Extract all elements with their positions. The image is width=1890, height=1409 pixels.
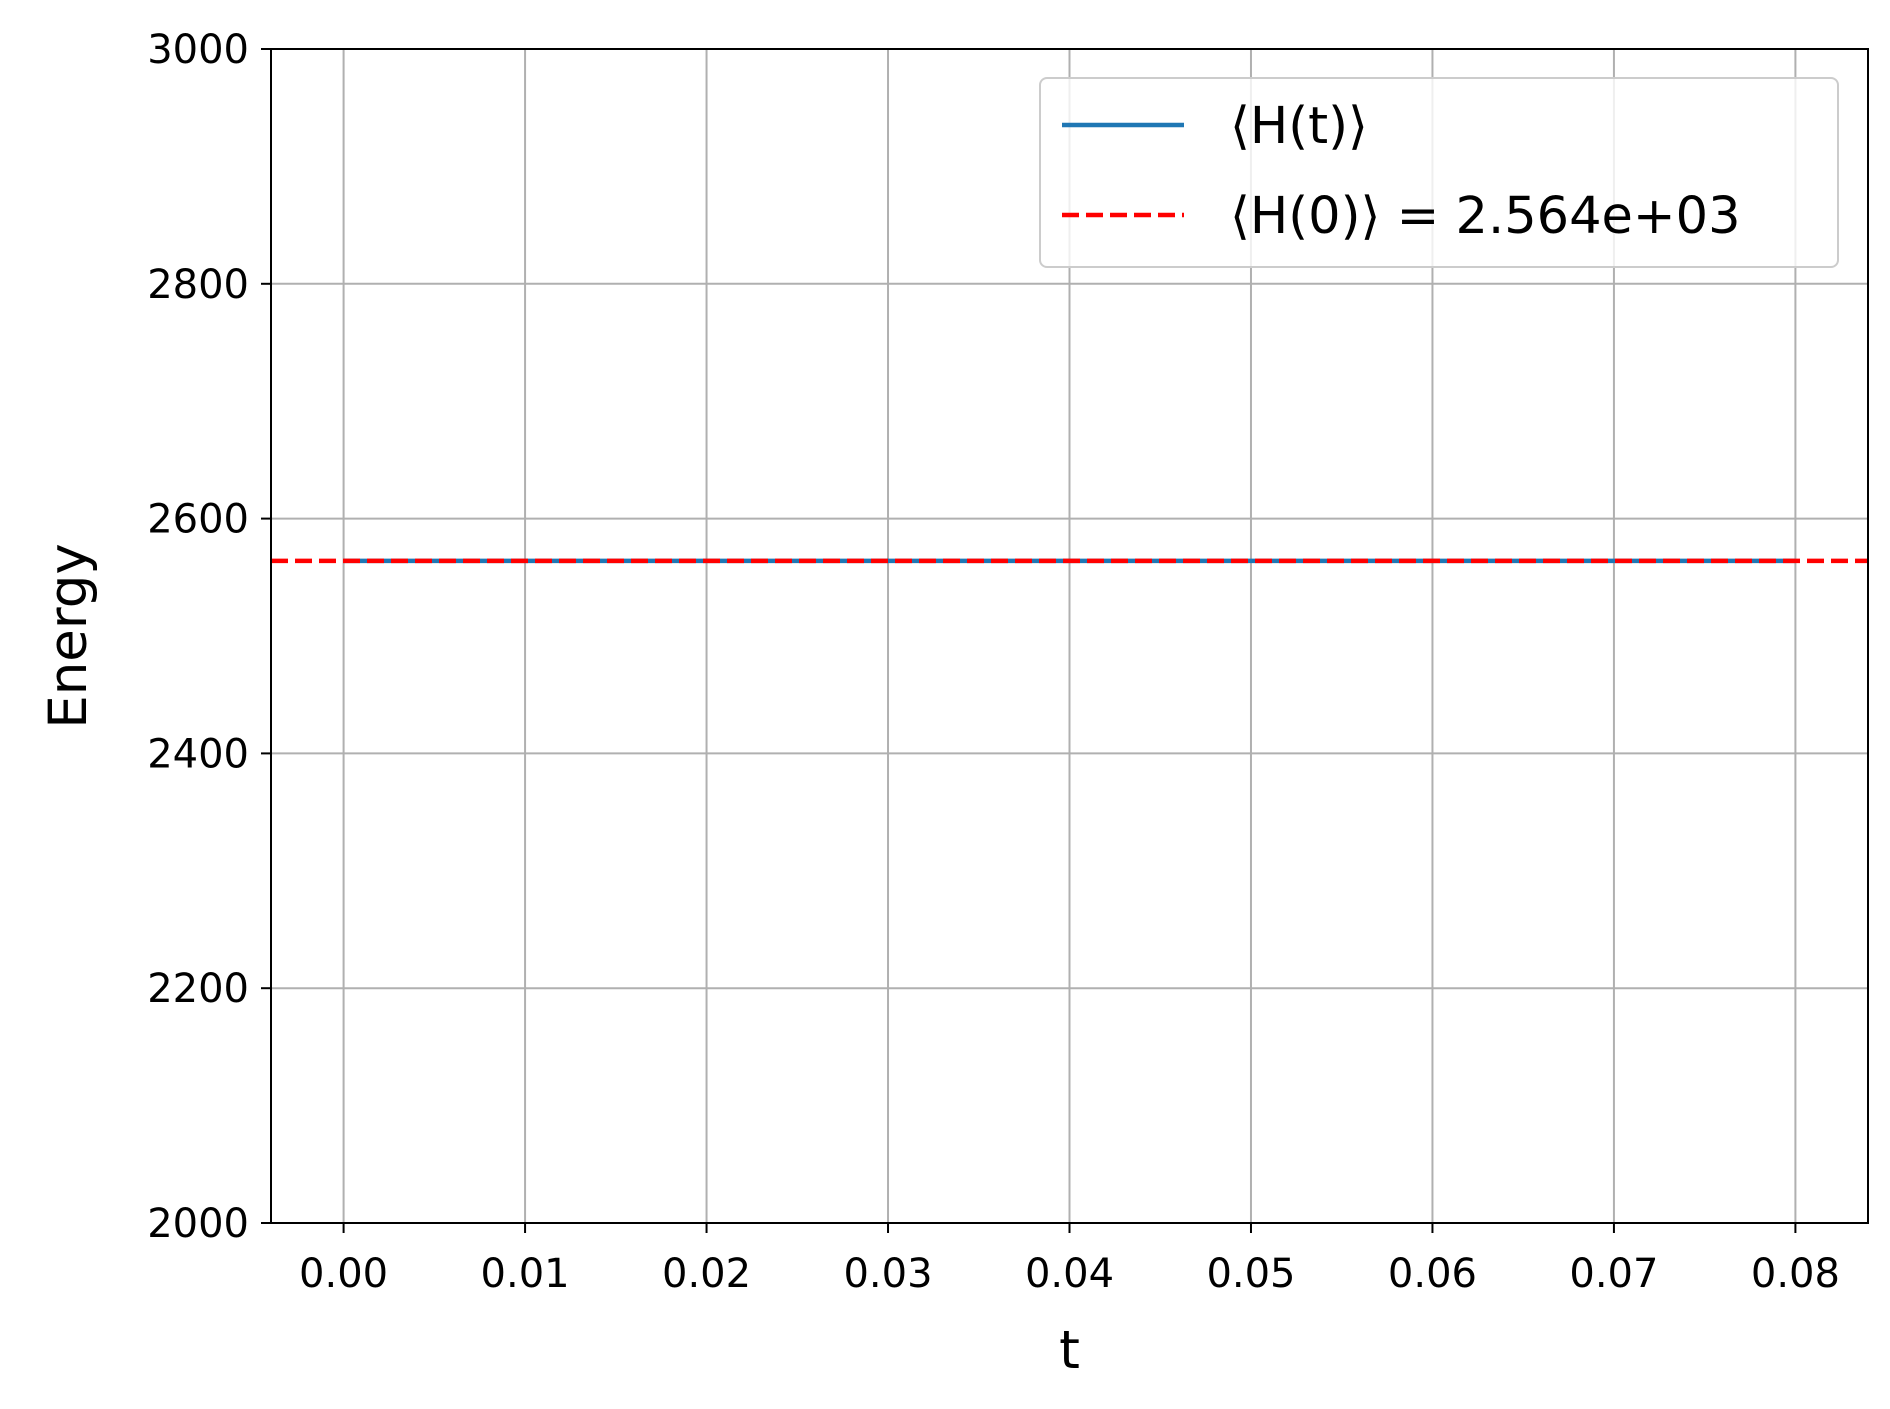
y-tick-label: 2800 (147, 262, 249, 308)
y-axis-label: Energy (38, 543, 99, 729)
x-tick-label: 0.05 (1206, 1251, 1295, 1297)
y-tick-label: 2600 (147, 497, 249, 543)
x-axis-label: t (1059, 1320, 1080, 1381)
y-tick-label: 3000 (147, 27, 249, 73)
y-tick-label: 2000 (147, 1201, 249, 1247)
x-tick-label: 0.04 (1025, 1251, 1114, 1297)
legend-box (1039, 77, 1839, 268)
y-tick-label: 2200 (147, 966, 249, 1012)
x-tick-label: 0.08 (1751, 1251, 1840, 1297)
x-tick-label: 0.00 (299, 1251, 388, 1297)
x-tick-label: 0.06 (1388, 1251, 1477, 1297)
ticks: 0.00 0.01 0.02 0.03 0.04 0.05 0.06 0.07 0.08 2000… (147, 27, 1840, 1297)
legend-label-h-0: ⟨H(0)⟩ = 2.564e+03 (1230, 187, 1741, 246)
legend: ⟨H(t)⟩ ⟨H(0)⟩ = 2.564e+03 (1039, 77, 1839, 268)
legend-label-h-t: ⟨H(t)⟩ (1230, 97, 1368, 156)
x-tick-label: 0.02 (662, 1251, 751, 1297)
x-tick-label: 0.07 (1569, 1251, 1658, 1297)
x-tick-label: 0.01 (481, 1251, 570, 1297)
y-tick-label: 2400 (147, 731, 249, 777)
x-tick-label: 0.03 (843, 1251, 932, 1297)
